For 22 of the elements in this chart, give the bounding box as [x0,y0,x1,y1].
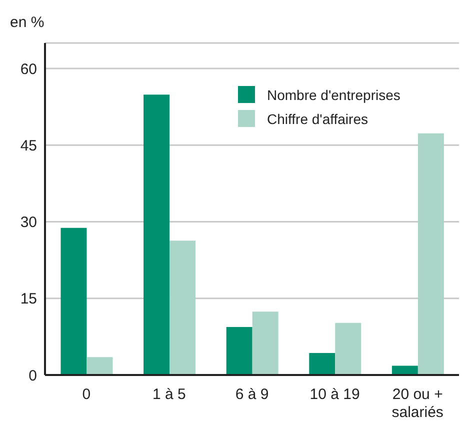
bar [170,240,196,375]
bar [335,322,362,375]
y-tick-label: 60 [20,60,37,78]
legend-label: Chiffre d'affaires [267,110,368,126]
bar [226,326,252,375]
y-tick-label: 15 [20,290,37,308]
x-tick-label: 20 ou + salariés [392,386,444,421]
y-tick-label: 30 [20,214,37,232]
x-tick-label: 10 à 19 [310,386,360,403]
bar [86,357,113,375]
y-axis-title: en % [10,14,44,31]
bar [418,133,444,375]
bar [252,312,278,375]
bar [60,228,87,375]
legend-label: Nombre d'entreprises [267,86,400,102]
bar [144,94,170,375]
x-tick-label: 6 à 9 [235,386,269,403]
bar [309,353,336,375]
y-tick-label: 45 [20,137,37,154]
x-tick-label: 0 [82,386,91,403]
y-tick-label: 0 [28,367,37,384]
x-tick-label: 1 à 5 [152,386,186,403]
